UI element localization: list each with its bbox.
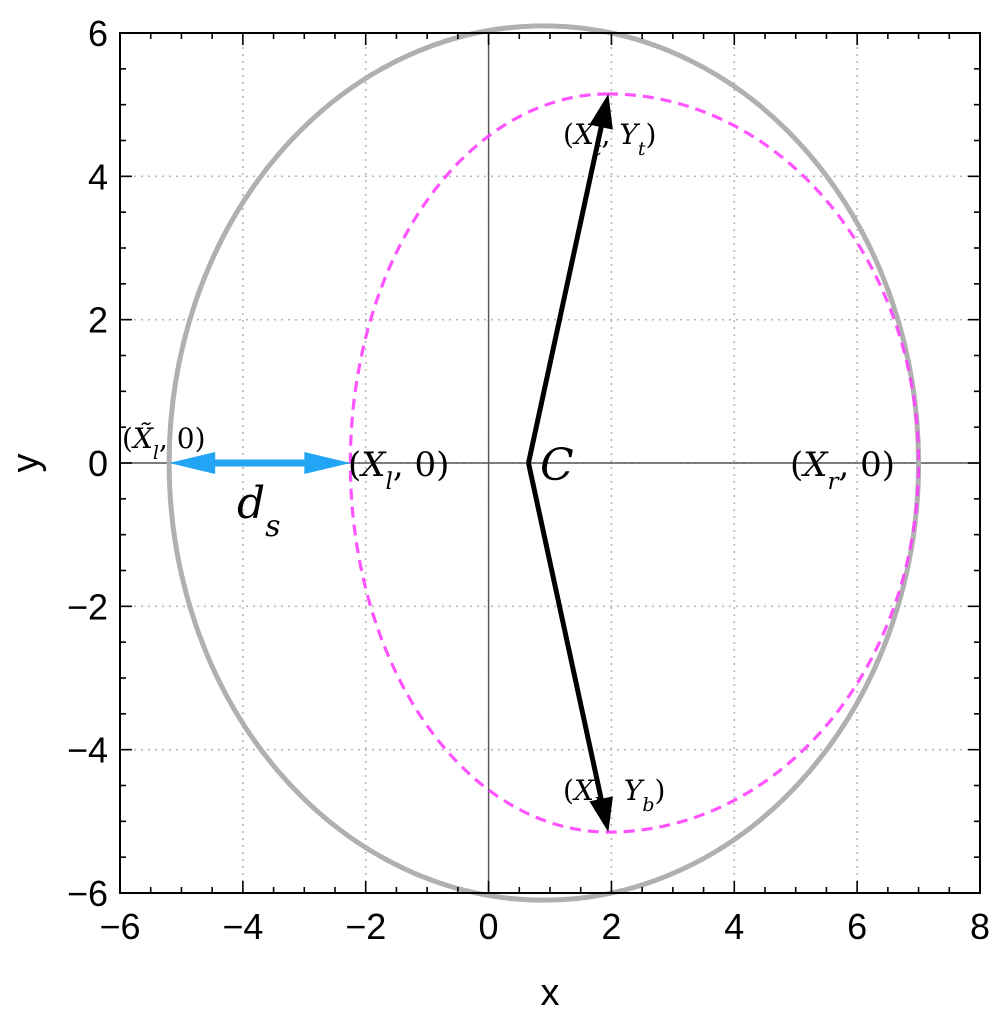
y-axis-label: y (5, 454, 47, 473)
y-tick-label: 0 (88, 443, 108, 484)
annotations: (X̃l, 0) (Xl, 0) (Xr, 0) (Xt, Yt) (Xb, Yb) Cd… (122, 118, 895, 816)
gray-circle (166, 23, 922, 903)
y-tick-label: −2 (67, 586, 108, 627)
arrow-shaft-1 (526, 462, 605, 804)
x-tick-label: −2 (345, 906, 386, 947)
label-xl: (Xl, 0) (348, 445, 449, 495)
x-tick-label: −6 (99, 906, 140, 947)
y-tick-label: 2 (88, 300, 108, 341)
x-tick-label: 8 (970, 906, 990, 947)
y-tick-label: −6 (67, 873, 108, 914)
arrow-head-0 (589, 93, 613, 130)
ticks: −6 −4 −2 0 2 4 6 8 −6 −4 −2 0 2 4 6 (67, 13, 990, 947)
label-xr: (Xr, 0) (790, 445, 895, 495)
x-tick-label: −4 (222, 906, 263, 947)
arrow-shaft-0 (526, 122, 605, 464)
label-c: C (540, 440, 574, 491)
x-tick-label: 4 (724, 906, 744, 947)
label-xt: (Xt, Yt) (563, 118, 656, 160)
label-ds: ds (237, 478, 281, 544)
x-tick-label: 0 (479, 906, 499, 947)
arrow-head-1 (589, 796, 613, 833)
x-axis-label: x (541, 972, 560, 1014)
label-xb: (Xb, Yb) (563, 774, 665, 816)
y-tick-label: −4 (67, 730, 108, 771)
arrow-head-2 (304, 452, 351, 474)
arrows (169, 93, 613, 833)
y-tick-label: 6 (88, 13, 108, 54)
arrow-head-start-2 (169, 452, 216, 474)
label-xl-tilde: (X̃l, 0) (122, 422, 206, 464)
x-tick-label: 2 (601, 906, 621, 947)
y-tick-label: 4 (88, 156, 108, 197)
x-tick-label: 6 (847, 906, 867, 947)
